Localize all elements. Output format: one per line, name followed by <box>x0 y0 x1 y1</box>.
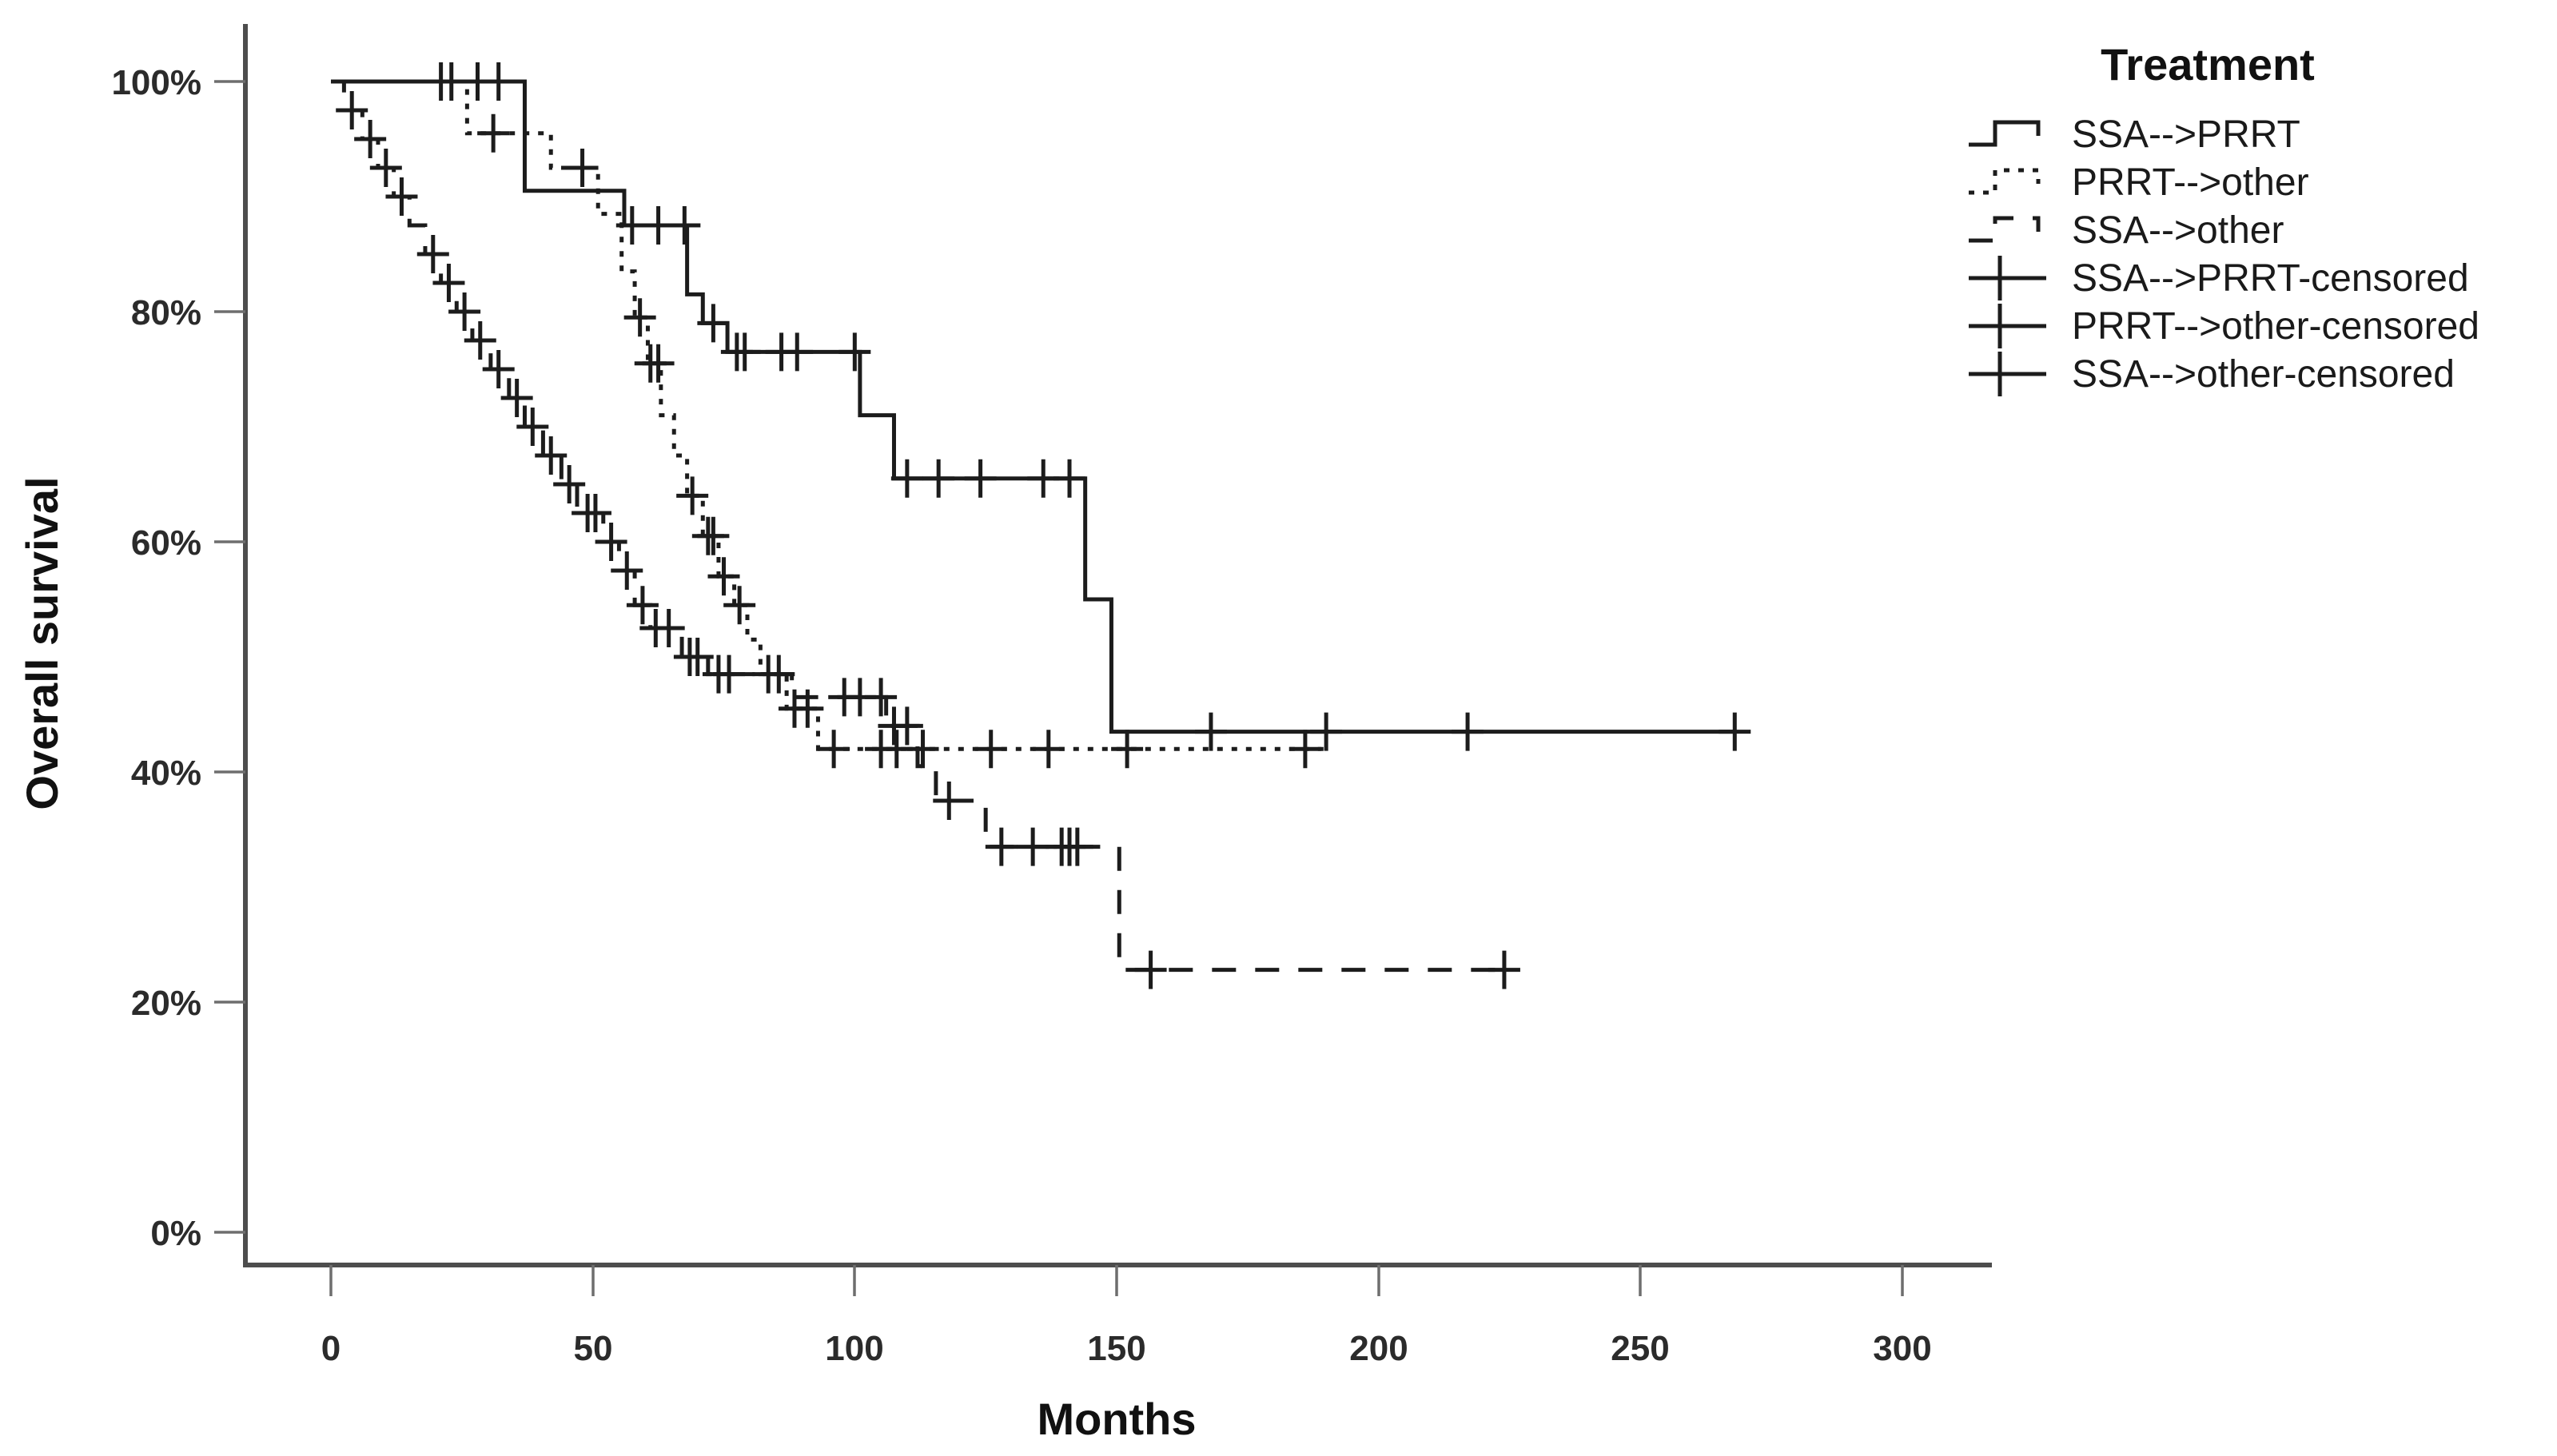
censor-mark <box>500 379 533 417</box>
censor-mark <box>985 827 1018 866</box>
legend-label: PRRT-->other <box>2072 161 2309 204</box>
censor-mark <box>906 730 939 769</box>
censor-mark <box>385 177 418 216</box>
x-tick-label: 150 <box>1087 1329 1145 1368</box>
censor-mark <box>1134 950 1167 989</box>
censor-mark <box>482 62 515 101</box>
censor-mark <box>477 113 510 153</box>
curve-dotted <box>331 79 1327 751</box>
censor-mark <box>818 730 850 769</box>
censor-mark <box>1032 730 1065 769</box>
legend-label: SSA-->other-censored <box>2072 353 2455 396</box>
censor-mark <box>595 523 627 561</box>
censor-mark <box>626 586 659 625</box>
censor-mark <box>516 408 549 446</box>
censor-mark <box>707 557 740 596</box>
censor-mark <box>668 206 701 245</box>
legend-sample-dashed-line <box>1969 216 2041 243</box>
axes <box>243 24 1992 1267</box>
censor-mark <box>676 476 709 515</box>
legend-sample-dotted-line <box>1969 168 2041 195</box>
x-tick-label: 50 <box>574 1329 613 1368</box>
legend-sample-censored-3 <box>1969 352 2046 396</box>
legend-label: PRRT-->other-censored <box>2072 305 2479 348</box>
y-tick-label: 0% <box>150 1214 201 1253</box>
censor-mark <box>579 494 611 532</box>
curve-dashed <box>331 79 1504 973</box>
censor-mark <box>566 149 599 187</box>
curve-solid <box>331 79 1735 734</box>
censor-mark <box>354 120 387 158</box>
censor-mark <box>933 782 966 820</box>
survival-curves <box>331 62 1751 989</box>
y-tick-label: 60% <box>131 523 201 563</box>
censor-mark <box>728 332 761 372</box>
censor-mark <box>681 638 714 676</box>
censor-mark <box>697 304 730 343</box>
censor-mark <box>1488 950 1520 989</box>
y-tick-label: 100% <box>111 63 201 102</box>
censor-mark <box>964 459 997 498</box>
legend: Treatment SSA-->PRRT PRRT-->other SSA-->… <box>1969 39 2479 396</box>
censor-mark <box>697 516 730 555</box>
legend-label: SSA-->other <box>2072 209 2284 252</box>
legend-sample-censored-1 <box>1969 256 2046 300</box>
x-axis-ticks: 0 50 100 150 200 250 300 <box>321 1265 1932 1368</box>
y-axis-ticks: 100% 80% 60% 40% 20% 0% <box>111 63 245 1253</box>
censor-mark <box>482 350 515 388</box>
censor-mark <box>1194 712 1227 751</box>
censor-mark <box>838 332 871 372</box>
y-tick-label: 80% <box>131 293 201 332</box>
censor-mark <box>1111 730 1144 769</box>
censor-mark <box>623 298 656 337</box>
censor-mark <box>535 436 568 475</box>
censor-mark <box>890 706 923 746</box>
censor-mark <box>1452 712 1484 751</box>
legend-label: SSA-->PRRT <box>2072 113 2300 156</box>
x-tick-label: 100 <box>825 1329 883 1368</box>
x-axis-title: Months <box>1037 1394 1196 1444</box>
censor-mark <box>1061 827 1093 866</box>
censor-mark <box>369 149 402 187</box>
x-tick-label: 250 <box>1611 1329 1669 1368</box>
x-tick-label: 0 <box>321 1329 341 1368</box>
censor-mark <box>464 321 496 360</box>
censor-mark <box>336 91 368 129</box>
censor-mark <box>890 459 923 498</box>
censor-mark <box>652 609 685 647</box>
x-tick-label: 300 <box>1873 1329 1931 1368</box>
censor-mark <box>1053 459 1086 498</box>
censor-mark <box>1310 712 1343 751</box>
x-tick-label: 200 <box>1349 1329 1408 1368</box>
censor-mark <box>974 730 1007 769</box>
y-tick-label: 20% <box>131 984 201 1023</box>
censor-mark <box>553 465 586 503</box>
y-axis-title: Overall survival <box>17 476 67 810</box>
censor-mark <box>448 292 481 331</box>
censor-mark <box>865 678 898 717</box>
censor-mark <box>713 654 746 694</box>
censor-mark <box>1288 730 1321 769</box>
censor-mark <box>432 264 465 302</box>
censor-mark <box>1719 712 1751 751</box>
legend-sample-censored-2 <box>1969 304 2046 348</box>
legend-label: SSA-->PRRT-censored <box>2072 257 2469 300</box>
y-tick-label: 40% <box>131 754 201 793</box>
censor-mark <box>922 459 955 498</box>
legend-title: Treatment <box>2101 39 2315 90</box>
censor-mark <box>642 344 675 383</box>
legend-sample-solid-line <box>1969 120 2041 147</box>
censor-mark <box>723 586 756 625</box>
censor-mark <box>611 551 643 590</box>
censor-mark <box>416 235 449 273</box>
censor-mark <box>781 332 814 372</box>
censor-mark <box>1017 827 1049 866</box>
